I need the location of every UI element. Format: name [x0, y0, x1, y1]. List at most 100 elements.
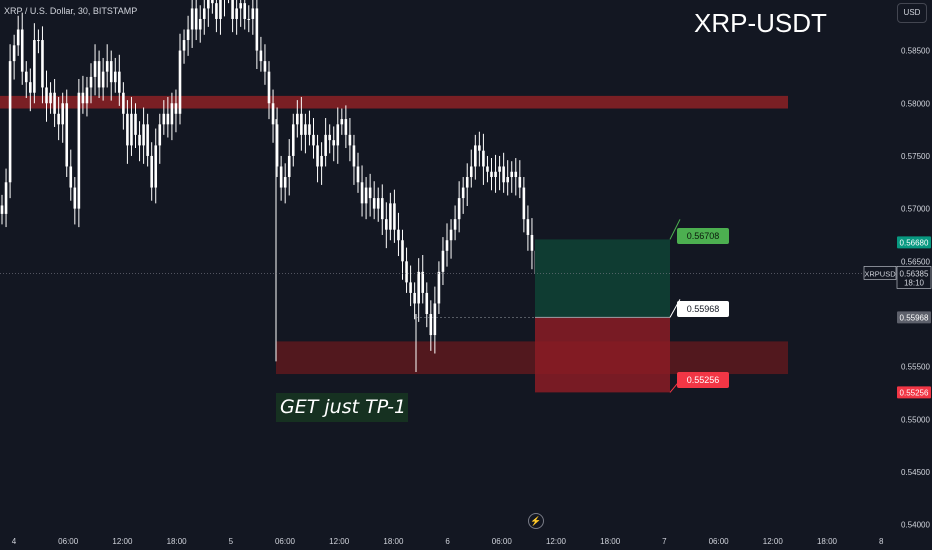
candle-body: [356, 166, 360, 183]
candle-body: [130, 113, 133, 146]
candle-body: [320, 155, 323, 167]
lightning-icon[interactable]: ⚡: [528, 513, 544, 529]
candle-body: [138, 134, 141, 146]
candle-body: [429, 313, 433, 336]
candle-body: [506, 177, 509, 183]
candle-body: [421, 271, 425, 293]
last-price-box: [896, 266, 932, 289]
candle-body: [16, 29, 20, 46]
candle-body: [372, 198, 376, 209]
last-price-label: 0.56385: [900, 269, 929, 278]
stop-price-marker-bg: [897, 386, 931, 399]
support-zone: [276, 341, 788, 375]
candle-body: [198, 18, 202, 30]
candle-body: [105, 61, 109, 72]
candle-body: [24, 71, 28, 83]
candle-body: [283, 177, 287, 188]
candle-body: [510, 171, 514, 178]
candle-body: [154, 145, 158, 188]
candle-body: [97, 61, 101, 88]
x-tick-label: 5: [229, 537, 234, 546]
x-tick-label: 18:00: [383, 537, 404, 546]
x-tick-label: 12:00: [763, 537, 784, 546]
annotation-note: GET just TP-1: [276, 393, 408, 422]
candle-body: [433, 303, 437, 336]
candle-body: [259, 50, 263, 62]
candle-body: [453, 219, 457, 230]
candle-body: [316, 145, 319, 167]
y-tick-label: 0.54500: [901, 468, 930, 477]
symbol-badge: XRPUSD: [864, 269, 896, 278]
candle-body: [65, 103, 69, 167]
candle-body: [474, 145, 477, 167]
symbol-info: XRP / U.S. Dollar, 30, BITSTAMP: [4, 6, 138, 16]
candle-body: [405, 261, 408, 283]
candle-body: [360, 182, 364, 204]
candle-body: [85, 87, 89, 104]
candle-body: [263, 61, 267, 72]
candle-body: [364, 187, 368, 204]
candle-body: [465, 177, 469, 188]
candle-body: [279, 166, 283, 188]
candle-body: [178, 50, 182, 114]
candle-body: [162, 113, 166, 125]
candle-body: [336, 124, 340, 146]
candle-body: [300, 113, 303, 135]
candle-body: [530, 234, 534, 251]
candle-body: [328, 134, 331, 141]
candle-body: [57, 113, 60, 125]
target-price-tag: 0.56708: [677, 228, 729, 244]
entry-price-marker-bg: [897, 311, 931, 324]
candle-body: [304, 124, 307, 135]
candle-body: [498, 166, 501, 172]
candle-body: [194, 8, 198, 30]
candle-body: [243, 3, 247, 19]
candle-body: [380, 198, 384, 220]
candle-body: [4, 182, 8, 214]
candle-body: [255, 8, 259, 51]
candle-body: [186, 29, 190, 41]
x-tick-label: 7: [662, 537, 667, 546]
x-tick-label: 6: [445, 537, 450, 546]
y-tick-label: 0.58500: [901, 47, 930, 56]
candle-body: [332, 140, 336, 146]
candle-body: [20, 29, 24, 72]
candle-body: [33, 40, 36, 93]
candle-body: [441, 250, 445, 272]
candle-body: [113, 71, 117, 83]
candle-body: [352, 145, 356, 167]
candle-body: [502, 166, 505, 183]
current-price-marker-bg: [897, 236, 931, 249]
candle-body: [287, 155, 291, 178]
resistance-zone: [0, 95, 788, 109]
candle-body: [296, 113, 299, 125]
candle-body: [101, 71, 105, 88]
currency-button[interactable]: USD: [897, 3, 927, 23]
candle-body: [81, 92, 85, 104]
x-tick-label: 18:00: [167, 537, 188, 546]
loss-zone: [535, 317, 670, 393]
candle-body: [247, 18, 251, 20]
candle-body: [69, 166, 73, 188]
candle-body: [401, 240, 404, 262]
candle-body: [409, 282, 412, 293]
candle-body: [482, 150, 485, 167]
candle-body: [376, 198, 380, 209]
candle-body: [202, 8, 206, 19]
candle-body: [126, 113, 129, 146]
candle-body: [12, 45, 16, 62]
profit-zone: [535, 239, 670, 318]
candle-body: [324, 134, 327, 156]
chart-title-text: XRP-USDT: [694, 8, 827, 38]
candle-body: [150, 155, 153, 188]
candle-body: [344, 119, 348, 135]
candle-body: [486, 166, 489, 172]
candle-body: [53, 92, 56, 114]
candle-body: [77, 92, 81, 209]
stop-price-tag: 0.55256: [677, 372, 729, 388]
candle-body: [526, 219, 530, 235]
candle-body: [109, 61, 113, 83]
candle-body: [89, 76, 93, 88]
candle-body: [93, 61, 97, 77]
